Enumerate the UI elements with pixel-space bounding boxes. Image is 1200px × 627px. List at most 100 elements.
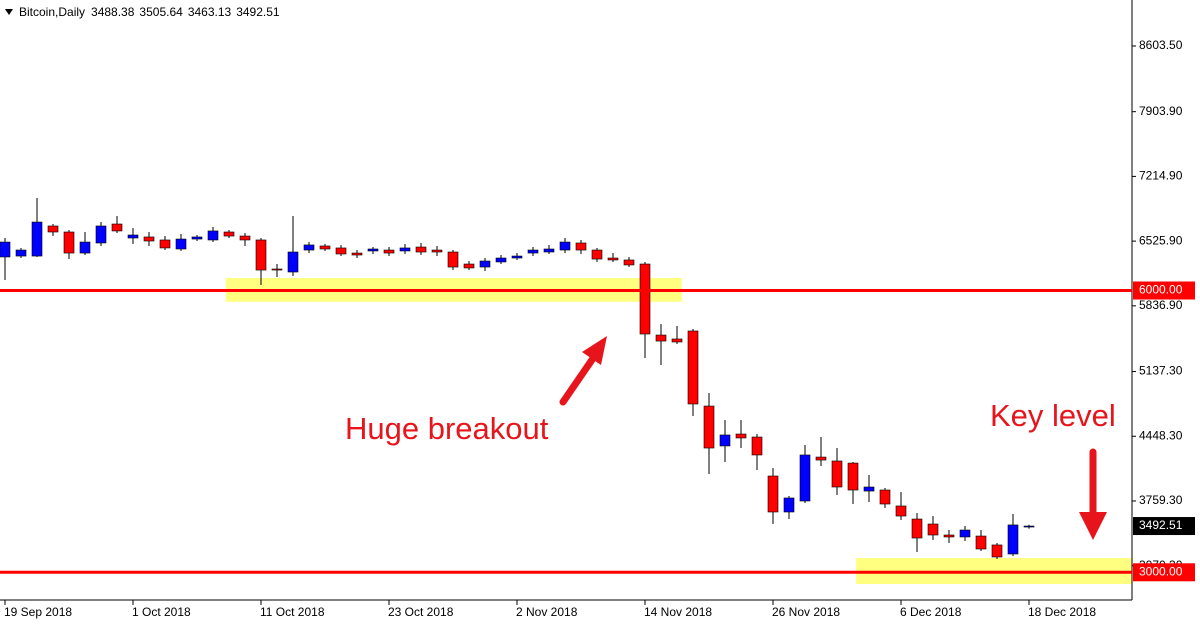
candle-body [95, 225, 107, 244]
candle-body [143, 236, 155, 242]
candle-body [927, 523, 939, 536]
x-tick-label: 26 Nov 2018 [772, 605, 840, 619]
candle-body [255, 239, 267, 271]
price-label: 3492.51 [1139, 518, 1183, 532]
candle-body [575, 242, 587, 251]
y-tick-label: 7903.90 [1139, 104, 1183, 118]
candle-body [623, 259, 635, 266]
annotation: Huge breakout [345, 411, 549, 446]
candle-body [399, 247, 411, 252]
candle-body [175, 238, 187, 250]
candle-body [511, 255, 523, 259]
arrow [1079, 448, 1107, 540]
candle-body [191, 236, 203, 240]
menu-triangle[interactable] [5, 9, 13, 15]
candle-body [975, 535, 987, 550]
chart-title: Bitcoin,Daily [19, 5, 85, 19]
candle-body [591, 249, 603, 260]
candle-body [703, 405, 715, 449]
candle-body [287, 251, 299, 273]
candle-body [31, 221, 43, 257]
candle-body [111, 223, 123, 232]
candle-body [367, 248, 379, 252]
price-label-box [1133, 517, 1195, 536]
candle-body [671, 338, 683, 343]
candle-body [959, 529, 971, 538]
y-tick-label: 5137.30 [1139, 364, 1183, 378]
annotation: Key level [990, 398, 1116, 433]
candle-body [495, 257, 507, 263]
header-high: 3505.64 [139, 5, 183, 19]
x-tick-label: 23 Oct 2018 [388, 605, 454, 619]
candle-body [415, 246, 427, 253]
candle-body [751, 436, 763, 456]
candle-body [271, 268, 283, 271]
level-label: 3000.00 [1139, 564, 1183, 578]
candle-body [527, 249, 539, 254]
x-tick-label: 18 Dec 2018 [1028, 605, 1096, 619]
y-tick-label: 3759.30 [1139, 493, 1183, 507]
candle-body [47, 225, 59, 233]
header-low: 3463.13 [188, 5, 232, 19]
candle-body [543, 248, 555, 253]
candle-body [639, 263, 651, 335]
candle-body [0, 241, 11, 258]
x-tick-label: 1 Oct 2018 [132, 605, 191, 619]
level-label-box [1133, 563, 1195, 582]
candle-body [383, 249, 395, 254]
candle-body [207, 230, 219, 241]
candle-body [463, 263, 475, 269]
candle-body [767, 475, 779, 513]
candle-body [735, 433, 747, 439]
y-tick-label: 4448.30 [1139, 428, 1183, 442]
candle-body [431, 249, 443, 253]
candle-body [335, 247, 347, 255]
x-tick-label: 6 Dec 2018 [900, 605, 962, 619]
arrow [559, 336, 607, 406]
x-tick-label: 19 Sep 2018 [4, 605, 72, 619]
candle-body [239, 235, 251, 241]
candle-body [879, 489, 891, 505]
x-tick-label: 11 Oct 2018 [260, 605, 325, 619]
candle-body [79, 241, 91, 254]
candle-body [15, 249, 27, 257]
candle-body [719, 434, 731, 447]
candle-body [799, 454, 811, 502]
plot [0, 197, 1035, 559]
candle-body [223, 231, 235, 237]
header-open: 3488.38 [91, 5, 135, 19]
y-tick-label: 7214.90 [1139, 169, 1183, 183]
candle-body [1023, 525, 1035, 528]
candle-body [991, 544, 1003, 558]
candle-body [863, 486, 875, 492]
level-label-box [1133, 281, 1195, 300]
candle-body [159, 239, 171, 249]
candle-body [303, 244, 315, 251]
candle-body [783, 497, 795, 513]
y-tick-label: 8603.50 [1139, 38, 1183, 52]
candle-body [447, 251, 459, 268]
candle-body [847, 462, 859, 491]
x-tick-label: 2 Nov 2018 [516, 605, 578, 619]
candle-body [127, 234, 139, 239]
candle-body [607, 257, 619, 261]
candle-body [559, 241, 571, 251]
x-tick-label: 14 Nov 2018 [644, 605, 712, 619]
candle-body [943, 534, 955, 538]
candle-body [63, 231, 75, 254]
y-tick-label: 5836.90 [1139, 298, 1183, 312]
candle-body [895, 505, 907, 517]
candle-body [911, 518, 923, 539]
candle-body [1007, 524, 1019, 555]
candle-body [655, 334, 667, 342]
candle-body [479, 260, 491, 268]
header: Bitcoin,Daily 3488.38 3505.64 3463.13 3492.5… [19, 5, 280, 19]
header-close: 3492.51 [236, 5, 280, 19]
candle-body [831, 460, 843, 488]
candle-body [815, 456, 827, 461]
candle-body [687, 330, 699, 405]
candle-body [351, 252, 363, 256]
level-label: 6000.00 [1139, 283, 1183, 297]
